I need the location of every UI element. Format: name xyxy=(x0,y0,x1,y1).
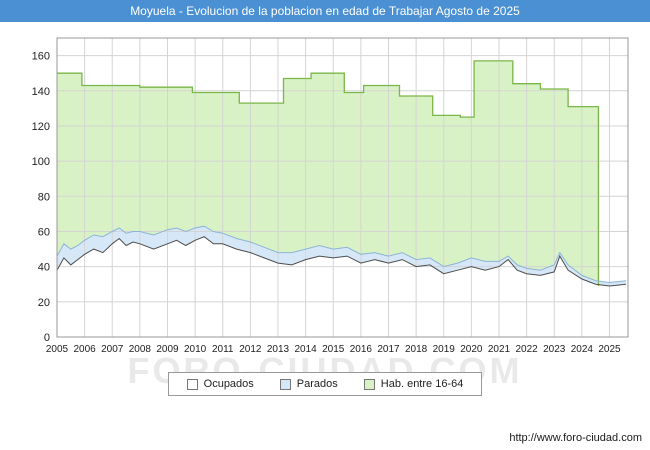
chart-plot: 0 20 40 60 80 100 120 140 160 2005 2006 2007 2008 200… xyxy=(32,37,629,355)
svg-text:140: 140 xyxy=(32,86,50,98)
legend-item-parados: Parados xyxy=(279,378,338,390)
svg-text:2015: 2015 xyxy=(322,344,345,355)
footer-url[interactable]: http://www.foro-ciudad.com xyxy=(509,432,642,444)
svg-text:2005: 2005 xyxy=(46,344,69,355)
svg-text:40: 40 xyxy=(38,262,50,274)
svg-text:120: 120 xyxy=(32,121,50,133)
svg-text:160: 160 xyxy=(32,51,50,63)
chart-title-bar: Moyuela - Evolucion de la poblacion en e… xyxy=(0,0,650,22)
svg-text:20: 20 xyxy=(38,297,50,309)
svg-text:0: 0 xyxy=(44,332,50,344)
svg-text:2017: 2017 xyxy=(377,344,400,355)
svg-text:100: 100 xyxy=(32,156,50,168)
svg-text:60: 60 xyxy=(38,226,50,238)
svg-text:2008: 2008 xyxy=(129,344,152,355)
svg-text:2016: 2016 xyxy=(350,344,373,355)
legend-label-parados: Parados xyxy=(296,378,338,390)
legend: Ocupados Parados Hab. entre 16-64 xyxy=(0,372,650,396)
svg-text:2014: 2014 xyxy=(294,344,317,355)
svg-text:2025: 2025 xyxy=(598,344,621,355)
svg-text:2023: 2023 xyxy=(543,344,566,355)
chart-title: Moyuela - Evolucion de la poblacion en e… xyxy=(130,4,520,18)
legend-item-hab-16-64: Hab. entre 16-64 xyxy=(363,378,464,390)
legend-swatch-hab-16-64 xyxy=(363,378,375,390)
svg-text:2019: 2019 xyxy=(433,344,456,355)
svg-text:2021: 2021 xyxy=(488,344,511,355)
svg-text:2006: 2006 xyxy=(73,344,96,355)
legend-box: Ocupados Parados Hab. entre 16-64 xyxy=(167,372,483,396)
svg-text:2007: 2007 xyxy=(101,344,124,355)
svg-text:2013: 2013 xyxy=(267,344,290,355)
legend-item-ocupados: Ocupados xyxy=(186,378,254,390)
svg-text:2009: 2009 xyxy=(156,344,179,355)
svg-text:2012: 2012 xyxy=(239,344,262,355)
legend-label-hab-16-64: Hab. entre 16-64 xyxy=(380,378,464,390)
legend-label-ocupados: Ocupados xyxy=(203,378,254,390)
legend-swatch-parados xyxy=(279,378,291,390)
svg-text:2018: 2018 xyxy=(405,344,428,355)
svg-text:2020: 2020 xyxy=(460,344,483,355)
svg-text:2024: 2024 xyxy=(571,344,594,355)
svg-text:2022: 2022 xyxy=(515,344,538,355)
svg-text:2011: 2011 xyxy=(212,344,234,355)
svg-text:2010: 2010 xyxy=(184,344,207,355)
svg-text:80: 80 xyxy=(38,191,50,203)
legend-swatch-ocupados xyxy=(186,378,198,390)
